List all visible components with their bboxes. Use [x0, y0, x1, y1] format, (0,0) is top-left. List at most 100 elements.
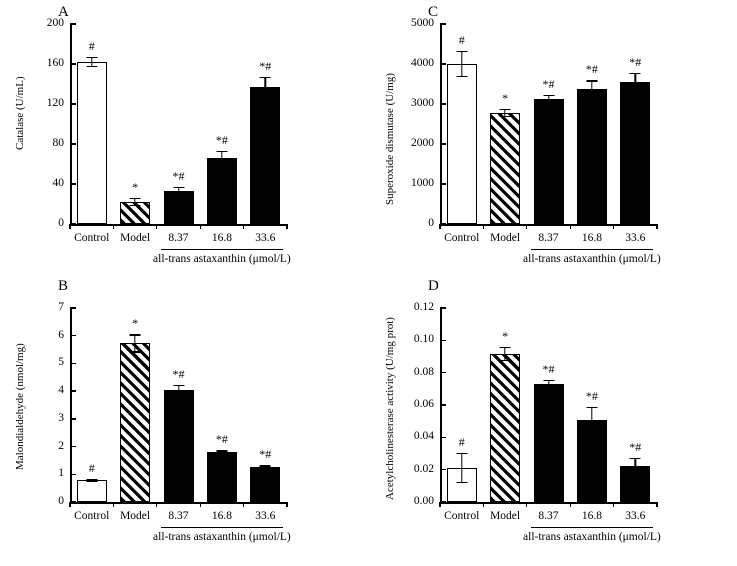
bar-a-3 [206, 158, 237, 224]
x-tick [482, 502, 485, 507]
error-bar-stem [460, 452, 463, 484]
x-tick [156, 502, 158, 507]
y-tick-label: 3000 [411, 97, 434, 109]
y-tick-label: 0.10 [413, 333, 434, 346]
significance-marker: * [502, 91, 509, 105]
error-bar-cap-bottom [499, 115, 511, 117]
x-axis-line [70, 224, 287, 226]
x-tick-label: 16.8 [211, 510, 232, 522]
x-tick [69, 502, 71, 507]
x-tick [526, 224, 528, 229]
error-bar [543, 379, 555, 389]
dose-group-rule [160, 249, 283, 251]
error-bar-cap-bottom [86, 480, 98, 482]
x-tick [112, 224, 115, 229]
x-tick [526, 502, 528, 507]
y-tick [440, 143, 446, 145]
bar-b-4 [250, 467, 281, 502]
error-bar [629, 457, 641, 474]
y-tick [70, 307, 76, 309]
error-bar-stem [134, 334, 136, 353]
significance-marker: # [458, 434, 465, 449]
x-tick [439, 502, 441, 507]
y-tick-label: 0.00 [413, 495, 434, 507]
y-tick-label: 1 [58, 467, 64, 480]
bar-b-3 [206, 452, 237, 502]
error-bar [259, 465, 271, 470]
x-tick-label: Model [490, 232, 521, 244]
error-bar [86, 478, 98, 482]
y-tick-label: 4000 [411, 57, 434, 69]
significance-marker: *# [215, 432, 228, 447]
bar-b-1 [120, 343, 151, 502]
error-bar-cap-top [86, 57, 98, 59]
y-tick [440, 307, 446, 309]
error-bar-cap-top [86, 478, 98, 481]
y-tick [440, 339, 446, 342]
significance-marker: *# [585, 62, 598, 77]
error-bar [216, 450, 228, 455]
error-bar-stem [177, 384, 180, 396]
bar-c-1 [490, 113, 521, 224]
error-bar-cap-top [586, 406, 598, 408]
dose-group-rule [160, 527, 283, 529]
error-bar-cap-bottom [499, 359, 511, 362]
x-tick [286, 502, 288, 507]
y-tick-label: 80 [52, 137, 65, 149]
error-bar [499, 346, 511, 362]
error-bar-stem [591, 80, 593, 98]
y-tick-label: 7 [58, 301, 64, 313]
error-bar-cap-top [259, 465, 271, 467]
error-bar-cap-top [173, 384, 184, 387]
error-bar-cap-top [629, 457, 641, 459]
error-bar-cap-bottom [173, 192, 184, 194]
error-bar-cap-top [129, 334, 141, 336]
y-axis-line [70, 308, 72, 502]
y-tick-label: 1000 [411, 177, 434, 189]
error-bar [586, 80, 598, 98]
x-tick [612, 224, 615, 229]
x-tick-label: 33.6 [625, 232, 646, 244]
y-tick [70, 362, 76, 365]
error-bar-stem [504, 346, 506, 362]
y-tick [70, 143, 76, 145]
error-bar-cap-bottom [129, 351, 141, 353]
dose-group-label: all-trans astaxanthin (μmol/L) [153, 531, 291, 543]
bar-a-4 [250, 87, 281, 224]
significance-marker: *# [259, 447, 272, 462]
error-bar-cap-top [629, 72, 641, 75]
y-tick [70, 473, 76, 475]
error-bar [456, 452, 468, 484]
y-tick [440, 468, 446, 471]
x-tick [656, 224, 658, 229]
bar-c-3 [576, 88, 607, 224]
x-tick-label: 33.6 [625, 510, 646, 522]
error-bar-stem [264, 77, 266, 97]
y-tick [70, 103, 76, 105]
error-bar-stem [547, 379, 550, 389]
y-tick-label: 120 [46, 97, 64, 109]
significance-marker: * [132, 180, 139, 194]
error-bar-cap-bottom [216, 163, 228, 165]
y-tick [70, 223, 76, 225]
x-tick-label: Control [74, 510, 110, 522]
error-bar-stem [591, 406, 593, 433]
error-bar-stem [634, 457, 636, 474]
error-bar-cap-bottom [259, 467, 271, 470]
x-tick [286, 224, 288, 229]
x-tick-label: 8.37 [168, 232, 189, 244]
x-tick-label: 16.8 [211, 232, 232, 244]
x-axis-line [440, 502, 657, 504]
error-bar-cap-bottom [456, 482, 468, 484]
y-tick-label: 3 [58, 411, 64, 424]
x-tick [242, 502, 245, 507]
y-tick-label: 0.12 [413, 301, 434, 313]
y-axis-line [440, 24, 442, 224]
error-bar-stem [504, 109, 506, 117]
y-tick [440, 63, 446, 65]
y-tick-label: 0.02 [413, 462, 434, 475]
significance-marker: *# [629, 54, 642, 69]
error-bar-cap-top [259, 77, 271, 79]
